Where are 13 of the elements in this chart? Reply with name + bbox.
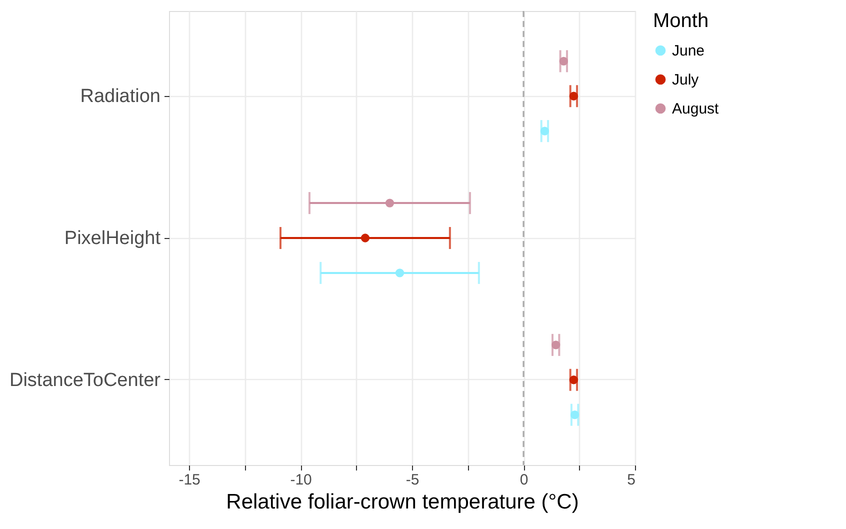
x-tick-label: -10	[290, 472, 312, 488]
x-tick-label: -5	[406, 472, 420, 488]
y-tick-label: PixelHeight	[64, 228, 162, 249]
legend-label: June	[672, 42, 705, 60]
x-tick-label: -15	[178, 472, 200, 488]
x-axis-title: Relative foliar-crown temperature (°C)	[226, 490, 579, 514]
y-tick-label: Radiation	[80, 86, 160, 108]
legend-label: August	[672, 100, 720, 118]
legend-label: July	[672, 72, 700, 88]
x-tick-label: 5	[627, 472, 636, 488]
x-tick-label: 0	[520, 472, 528, 488]
legend-title: Month	[653, 10, 709, 32]
y-tick-label: DistanceToCenter	[9, 370, 162, 391]
